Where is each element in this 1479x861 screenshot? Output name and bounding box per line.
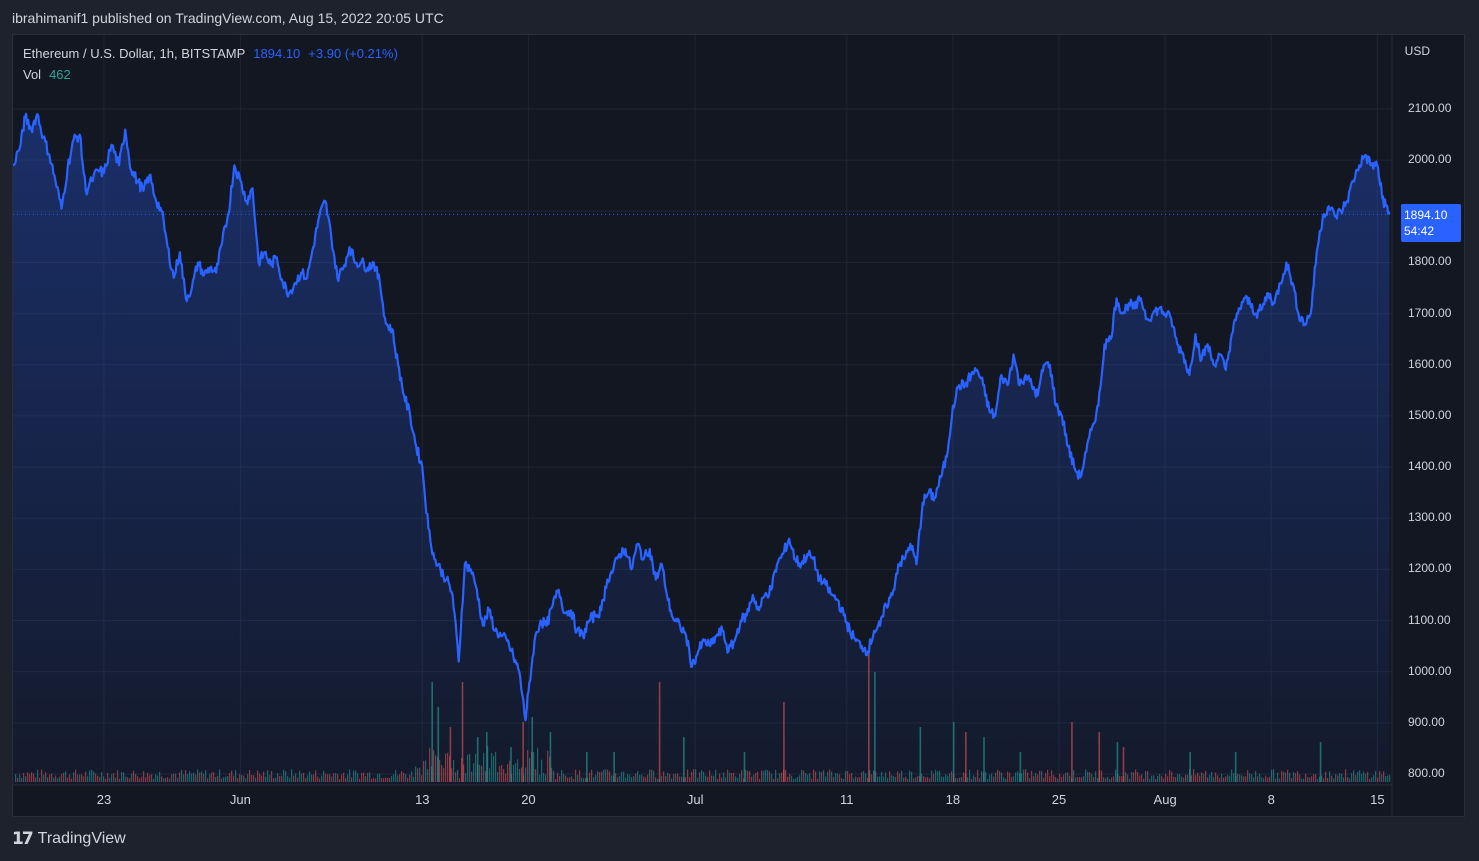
chart-canvas[interactable] [13, 35, 1464, 816]
time-tick-label: 25 [1051, 792, 1067, 807]
price-tick-label: 1500.00 [1408, 407, 1452, 422]
price-tick-label: 1800.00 [1408, 254, 1452, 269]
price-area-fill [13, 113, 1390, 786]
price-tick-label: 2000.00 [1408, 152, 1452, 167]
price-tick-label: 1200.00 [1408, 561, 1452, 576]
time-tick-label: 23 [96, 792, 112, 807]
tradingview-logo-icon: 𝟭𝟳 [12, 829, 34, 848]
time-tick-label: 8 [1267, 792, 1275, 807]
volume-bar [1389, 775, 1391, 782]
symbol-title: Ethereum / U.S. Dollar, 1h, BITSTAMP [23, 46, 246, 61]
currency-label[interactable]: USD [1404, 44, 1430, 58]
symbol-legend: Ethereum / U.S. Dollar, 1h, BITSTAMP 1894… [23, 46, 398, 61]
time-tick-label: 13 [415, 792, 430, 807]
price-tick-label: 1400.00 [1408, 459, 1452, 474]
last-price: 1894.10 [253, 46, 301, 61]
time-tick-label: 15 [1370, 792, 1385, 807]
price-tag-value: 1894.10 [1404, 208, 1448, 223]
price-tick-label: 900.00 [1408, 714, 1445, 729]
chart-pane[interactable]: Ethereum / U.S. Dollar, 1h, BITSTAMP 1894… [12, 34, 1465, 817]
volume-value: 462 [49, 67, 71, 82]
brand-name: TradingView [37, 830, 126, 847]
time-tick-label: 20 [521, 792, 536, 807]
price-line [13, 112, 1391, 722]
price-tick-label: 1000.00 [1408, 663, 1452, 678]
time-tick-label: 11 [840, 792, 854, 807]
time-tick-label: Jun [229, 792, 251, 807]
price-tick-label: 1100.00 [1408, 612, 1451, 627]
time-tick-label: Jul [686, 792, 704, 807]
time-tick-label: Aug [1153, 792, 1177, 807]
price-tick-label: 2100.00 [1408, 101, 1452, 115]
tradingview-brand[interactable]: 𝟭𝟳 TradingView [12, 829, 126, 849]
price-tick-label: 1300.00 [1408, 510, 1452, 525]
price-tick-label: 800.00 [1408, 766, 1445, 780]
price-tag-countdown: 54:42 [1404, 224, 1435, 239]
volume-label: Vol [23, 67, 42, 82]
volume-legend: Vol 462 [23, 67, 71, 82]
price-change: +3.90 (+0.21%) [308, 46, 398, 61]
price-tick-label: 1600.00 [1408, 356, 1452, 371]
time-tick-label: 18 [945, 792, 961, 807]
publish-line: ibrahimanif1 published on TradingView.co… [12, 10, 444, 26]
price-tick-label: 1700.00 [1408, 305, 1452, 320]
price-tag: 1894.10 54:42 [1401, 204, 1461, 243]
